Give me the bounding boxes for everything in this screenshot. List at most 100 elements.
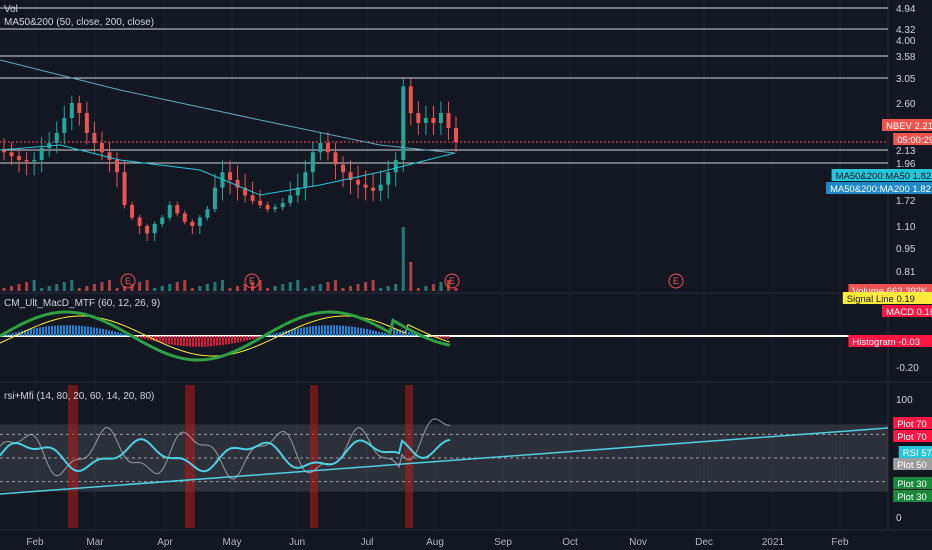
rsi-tag: Plot 70 <box>897 432 927 443</box>
macd-indicator-title[interactable]: CM_Ult_MacD_MTF (60, 12, 26, 9) <box>4 298 161 309</box>
macd-histogram-bar <box>153 336 155 342</box>
volume-bar <box>160 286 164 291</box>
macd-histogram-bar <box>183 336 185 347</box>
macd-histogram-bar <box>42 326 44 336</box>
time-axis[interactable]: Feb Mar Apr May Jun Jul Aug Sep Oct Nov Dec 2021 Feb <box>26 537 849 548</box>
volume-bar <box>356 284 360 291</box>
macd-tag: Signal Line 0.19 <box>847 294 915 305</box>
earnings-marker <box>244 273 260 289</box>
candle-body <box>243 187 248 196</box>
macd-histogram-bar <box>204 336 206 347</box>
rsi-tag-bg <box>898 446 932 458</box>
macd-histogram-bar <box>300 327 302 336</box>
macd-histogram-bar <box>138 336 140 338</box>
macd-pane[interactable] <box>0 310 888 362</box>
volume-bar <box>153 288 157 291</box>
price-tick-label: 1.96 <box>896 159 916 170</box>
ma-indicator-label[interactable]: MA50&200 (50, close, 200, close) <box>4 17 155 28</box>
macd-histogram-bar <box>345 325 347 336</box>
overbought-highlight <box>405 385 413 528</box>
earnings-marker-label: E <box>125 276 131 286</box>
rsi-tag-bg <box>893 417 932 429</box>
volume-bar <box>288 282 292 291</box>
volume-bar <box>273 286 277 291</box>
macd-histogram-bar <box>393 328 395 336</box>
price-tick-label: 0.81 <box>896 267 916 278</box>
macd-histogram-bar <box>288 330 290 336</box>
macd-histogram-bar <box>339 325 341 336</box>
macd-histogram-bar <box>162 336 164 344</box>
candle-body <box>363 184 368 188</box>
macd-histogram-bar <box>297 328 299 336</box>
macd-histogram-bar <box>75 325 77 336</box>
price-tick-label: 1.72 <box>896 196 916 207</box>
candle-body <box>205 209 210 218</box>
candle-body <box>39 148 44 160</box>
candle-body <box>310 152 315 173</box>
candle-body <box>167 205 172 218</box>
macd-histogram-bar <box>219 336 221 346</box>
price-axis[interactable]: 4.94 4.324.00 3.58 3.05 2.60 2.13 1.96 1.72 1.10… <box>826 4 932 524</box>
volume-bar <box>123 286 127 291</box>
macd-histogram-bar <box>180 336 182 346</box>
volume-bar <box>115 288 119 291</box>
volume-bar <box>303 288 307 291</box>
price-tag: NBEV 2.21 <box>886 121 932 132</box>
candle-body <box>130 205 135 218</box>
candle-body <box>92 133 97 143</box>
earnings-marker <box>120 273 136 289</box>
macd-histogram-bar <box>411 332 413 336</box>
volume-bar <box>175 282 179 291</box>
macd-histogram-bar <box>156 336 158 342</box>
macd-histogram-bar <box>126 334 128 336</box>
time-label: Sep <box>494 537 512 548</box>
volume-bar <box>17 284 21 291</box>
volume-bar <box>55 284 59 291</box>
vol-indicator-label[interactable]: Vol <box>4 4 18 15</box>
macd-histogram-bar <box>81 325 83 336</box>
volume-bar <box>32 280 36 291</box>
candle-body <box>99 143 104 153</box>
rsi-tag-bg <box>893 477 932 489</box>
candle-body <box>318 143 323 153</box>
macd-histogram-bar <box>120 332 122 336</box>
macd-histogram-bar <box>348 326 350 336</box>
macd-histogram-bar <box>315 325 317 336</box>
volume-bar <box>318 284 322 291</box>
macd-tag-bg <box>842 292 932 304</box>
macd-histogram-bar <box>3 335 5 336</box>
macd-histogram-bar <box>69 325 71 336</box>
rsi-indicator-title[interactable]: rsi+Mfi (14, 80, 20, 60, 14, 20, 80) <box>4 391 155 402</box>
macd-histogram-bar <box>276 332 278 336</box>
macd-histogram-bar <box>396 328 398 336</box>
macd-histogram-bar <box>333 325 335 336</box>
volume-bar <box>183 280 187 291</box>
rsi-tag: RSI 57 <box>903 448 932 459</box>
rsi-pane[interactable] <box>0 385 889 528</box>
candle-body <box>220 172 225 188</box>
macd-histogram-bar <box>168 336 170 345</box>
macd-histogram-bar <box>366 328 368 336</box>
time-label: Feb <box>26 537 44 548</box>
macd-tick-label: -0.20 <box>896 363 919 374</box>
macd-histogram-bar <box>390 334 392 336</box>
macd-histogram-bar <box>243 336 245 342</box>
candle-body <box>371 187 376 191</box>
candle-body <box>378 184 383 191</box>
macd-histogram-bar <box>363 328 365 336</box>
volume-bar <box>446 280 450 291</box>
volume-bar <box>296 280 300 291</box>
macd-histogram-bar <box>45 326 47 336</box>
volume-bar <box>236 286 240 291</box>
macd-tag: Histogram -0.03 <box>852 337 920 348</box>
macd-histogram-bar <box>441 336 443 339</box>
time-label: Apr <box>157 537 173 548</box>
overbought-highlight <box>185 385 195 528</box>
macd-histogram-bar <box>360 327 362 336</box>
macd-histogram-bar <box>378 331 380 336</box>
earnings-marker-label: E <box>249 276 255 286</box>
time-label: May <box>223 537 242 548</box>
volume-bar <box>371 280 375 291</box>
